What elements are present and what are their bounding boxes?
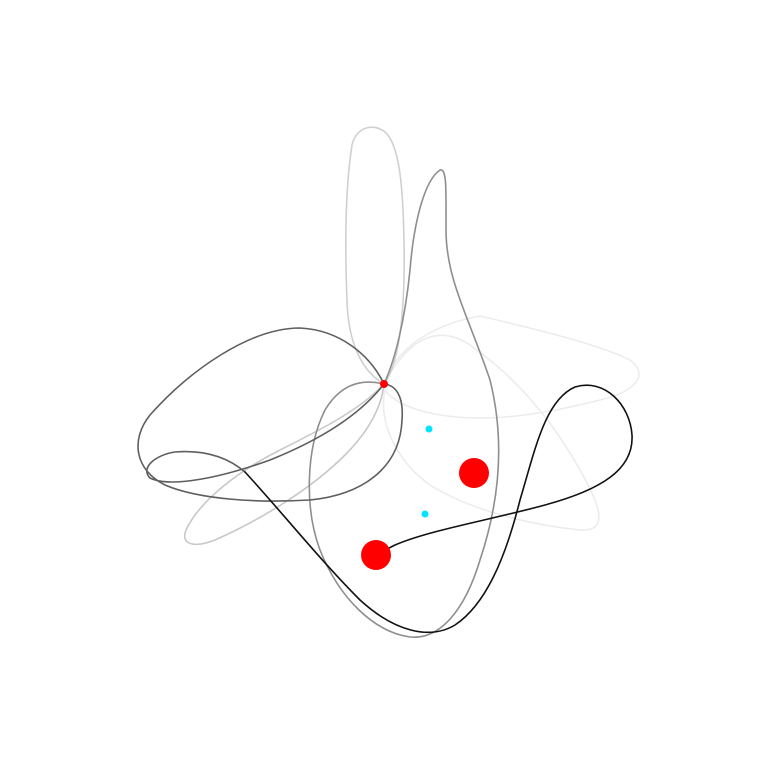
small-red-body (380, 380, 388, 388)
trail-1 (382, 315, 640, 531)
trail-6 (244, 384, 633, 633)
trail-5 (137, 327, 404, 502)
large-red-body-lower (361, 540, 391, 570)
cyan-point-lower (421, 510, 429, 518)
trail-2 (183, 383, 385, 546)
large-red-body-upper (459, 458, 489, 488)
cyan-point-upper (425, 425, 433, 433)
trail-4 (308, 169, 500, 638)
